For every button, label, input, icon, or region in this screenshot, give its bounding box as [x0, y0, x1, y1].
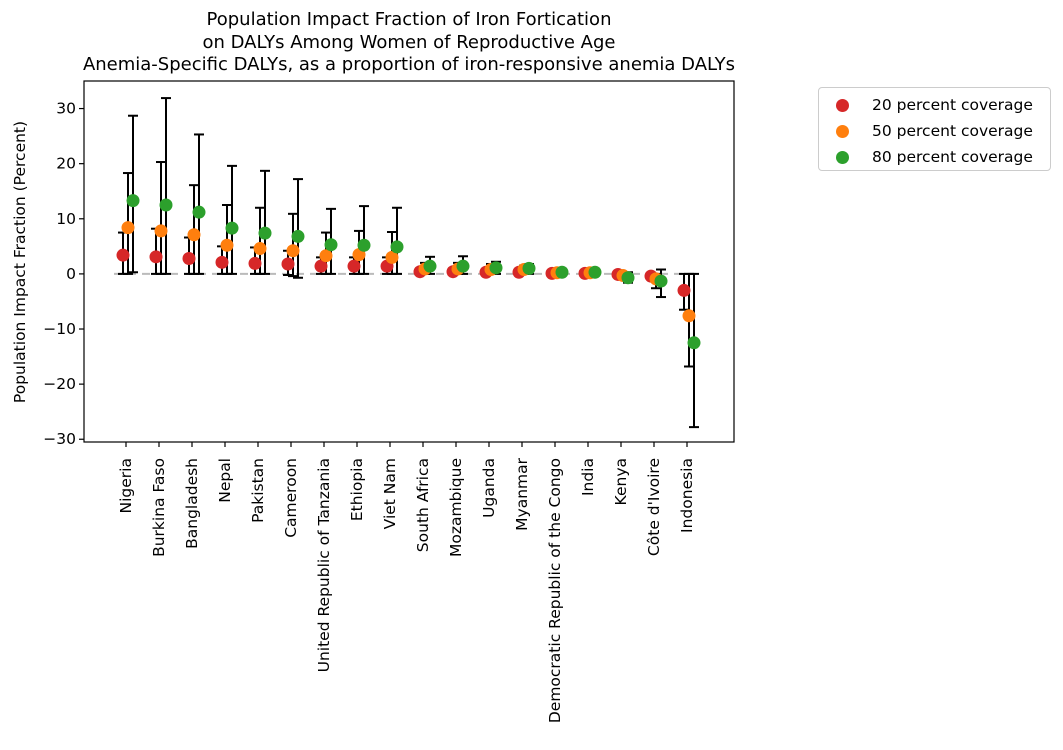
- data-point: [314, 259, 328, 273]
- data-point: [286, 244, 300, 258]
- y-tick-label: −20: [43, 375, 76, 393]
- x-tick-label: Pakistan: [249, 458, 267, 523]
- x-tick-label: Bangladesh: [183, 458, 201, 549]
- data-point: [182, 251, 196, 265]
- data-point: [291, 229, 305, 243]
- chart-title-line-1: Population Impact Fraction of Iron Forti…: [206, 9, 612, 30]
- legend-item-80: 80 percent coverage: [819, 147, 1050, 169]
- data-point: [324, 238, 338, 252]
- x-tick-label: Uganda: [480, 458, 498, 518]
- data-point: [121, 221, 135, 235]
- data-point: [253, 242, 267, 256]
- legend-marker-20: [836, 99, 849, 112]
- legend-label-20: 20 percent coverage: [872, 96, 1033, 114]
- x-tick-label: Cameroon: [282, 458, 300, 538]
- data-point: [588, 265, 602, 279]
- legend: 20 percent coverage 50 percent coverage …: [818, 87, 1051, 171]
- data-point: [159, 198, 173, 212]
- data-point: [281, 257, 295, 271]
- data-point: [149, 250, 163, 264]
- data-point: [319, 249, 333, 263]
- data-point: [248, 256, 262, 270]
- data-point: [187, 228, 201, 242]
- x-tick-label: United Republic of Tanzania: [315, 458, 333, 672]
- data-point: [390, 240, 404, 254]
- x-tick-label: Nigeria: [117, 458, 135, 513]
- y-tick-label: −10: [43, 320, 76, 338]
- x-tick-label: Indonesia: [678, 458, 696, 533]
- data-point: [489, 261, 503, 275]
- data-point: [687, 336, 701, 350]
- data-point: [192, 205, 206, 219]
- data-point: [215, 255, 229, 269]
- y-tick-label: 0: [66, 265, 76, 283]
- data-point: [522, 261, 536, 275]
- legend-label-80: 80 percent coverage: [872, 148, 1033, 166]
- x-tick-label: Viet Nam: [381, 458, 399, 529]
- data-point: [423, 259, 437, 273]
- x-tick-label: Burkina Faso: [150, 458, 168, 557]
- data-point: [258, 226, 272, 240]
- data-point: [347, 259, 361, 273]
- x-tick-label: Côte d'Ivoire: [645, 458, 663, 556]
- data-point: [682, 309, 696, 323]
- data-point: [357, 238, 371, 252]
- legend-label-50: 50 percent coverage: [872, 122, 1033, 140]
- chart-title-line-2: on DALYs Among Women of Reproductive Age: [202, 32, 616, 53]
- data-point: [555, 265, 569, 279]
- plot-frame: [83, 80, 735, 443]
- x-tick-label: Mozambique: [447, 458, 465, 557]
- legend-item-20: 20 percent coverage: [819, 95, 1050, 117]
- data-point: [677, 283, 691, 297]
- data-point: [385, 250, 399, 264]
- y-tick-label: 30: [56, 100, 76, 118]
- data-point: [456, 259, 470, 273]
- legend-item-50: 50 percent coverage: [819, 121, 1050, 143]
- x-tick-label: Kenya: [612, 458, 630, 505]
- chart-title-line-3: Anemia-Specific DALYs, as a proportion o…: [82, 54, 736, 75]
- x-tick-label: South Africa: [414, 458, 432, 552]
- data-point: [654, 274, 668, 288]
- y-tick-label: 20: [56, 155, 76, 173]
- legend-marker-80: [836, 151, 849, 164]
- data-point: [225, 221, 239, 235]
- x-tick-label: Myanmar: [513, 457, 531, 530]
- x-tick-label: Democratic Republic of the Congo: [546, 458, 564, 723]
- data-point: [126, 194, 140, 208]
- data-point: [621, 271, 635, 285]
- data-point: [154, 224, 168, 238]
- legend-marker-50: [836, 125, 849, 138]
- x-tick-label: Nepal: [216, 458, 234, 503]
- data-point: [116, 248, 130, 262]
- data-point: [220, 238, 234, 252]
- x-tick-label: Ethiopia: [348, 458, 366, 521]
- y-tick-label: −30: [43, 430, 76, 448]
- x-tick-label: India: [579, 458, 597, 496]
- y-tick-label: 10: [56, 210, 76, 228]
